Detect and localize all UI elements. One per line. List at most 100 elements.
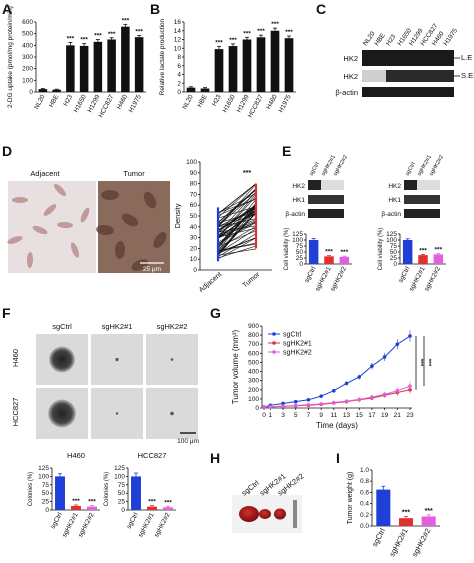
pair-line: [217, 225, 257, 233]
blot-lane-label: H1975: [442, 27, 459, 47]
tumor-sghk2-2: [274, 508, 286, 520]
data-point: [319, 394, 323, 398]
tissue-fiber: [57, 221, 73, 229]
e-right-label-actin: β-actin: [381, 211, 401, 218]
y-axis-label: Cell viability (%): [378, 228, 384, 271]
y-tick-label: 125: [38, 465, 49, 472]
legend-label: sgHK2#2: [283, 350, 312, 357]
x-tick-label: sgCtrl: [303, 265, 317, 284]
bar: [55, 476, 65, 510]
colony-row-hcc827: HCC827: [11, 398, 20, 427]
significance-label: ***: [72, 498, 80, 505]
x-tick-label: sgHK2#2: [153, 511, 172, 538]
data-point: [370, 395, 374, 399]
tissue-fiber: [32, 225, 48, 235]
pair-line: [217, 193, 257, 238]
bar: [324, 256, 334, 264]
bar: [66, 45, 75, 92]
colony-row-h460: H460: [11, 349, 20, 367]
y-tick-label: 100: [292, 237, 303, 244]
y-tick-label: 100: [22, 77, 33, 84]
e-blot-right-actin: [404, 209, 440, 218]
y-axis-label: Cell viability (%): [284, 228, 290, 271]
e-left-label-hk1: HK1: [292, 197, 305, 204]
y-tick-label: 25: [390, 255, 398, 262]
bar: [228, 46, 238, 92]
y-tick-label: 12: [174, 37, 182, 44]
colony: [49, 346, 75, 373]
data-point: [357, 397, 362, 402]
bar: [308, 240, 319, 264]
series-line: [263, 389, 411, 408]
ihc-image-adjacent: [8, 181, 96, 273]
legend-marker: [272, 332, 276, 336]
tissue-fiber: [7, 236, 23, 244]
panel-e-left-bar-chart: 0255075100125sgCtrl***sgHK2#1***sgHK2#2C…: [284, 228, 352, 293]
y-tick-label: 300: [22, 54, 33, 61]
y-tick-label: 8: [177, 54, 181, 61]
y-tick-label: 125: [386, 231, 397, 238]
e-left-label-hk2: HK2: [292, 183, 305, 190]
bar: [163, 507, 173, 510]
y-axis-label: Tumor weight (g): [347, 472, 354, 525]
significance-label: ***: [67, 35, 75, 42]
blot-beta-actin: [362, 87, 454, 97]
pair-line: [217, 237, 257, 260]
y-tick-label: 100: [114, 473, 125, 480]
x-tick-label: sgHK2#2: [410, 527, 432, 558]
x-tick-label: 17: [368, 412, 376, 419]
y-axis-label: 2-DG uptake (pmol/mg protein/min): [7, 6, 14, 108]
significance-label: ***: [417, 359, 424, 367]
e-right-label-hk1: HK1: [388, 197, 401, 204]
bar: [71, 505, 81, 510]
ihc-label-adjacent: Adjacent: [30, 169, 60, 178]
x-tick-label: 13: [343, 412, 351, 419]
y-tick-label: 0: [193, 267, 197, 274]
y-tick-label: 20: [190, 245, 198, 252]
ihc-scalebar: 25 μm: [143, 266, 161, 273]
y-tick-label: 500: [248, 359, 259, 366]
tissue-cluster: [96, 224, 114, 236]
y-axis-label: Colonies (%): [104, 472, 110, 506]
data-point: [281, 401, 285, 406]
x-tick-label: 19: [381, 412, 389, 419]
blot-hk2-long-exposure: [362, 50, 454, 66]
y-tick-label: 60: [190, 202, 198, 209]
significance-label: ***: [108, 31, 116, 38]
y-tick-label: 0: [121, 507, 125, 514]
panel-letter-a: A: [2, 1, 12, 17]
panel-d-density-plot: 0 10 20 30 40 50 60 70 80 90 100 *** Adjacent Tumor De…: [173, 159, 272, 294]
significance-label: ***: [94, 33, 102, 40]
x-tick-label: NL20: [33, 93, 47, 110]
colony: [170, 411, 174, 416]
y-tick-label: 6: [177, 63, 181, 70]
panel-c-western-blot: HK2 HK2 β-actin L.E S.E NL20HBEH23H1650H…: [335, 22, 473, 97]
tumor-sgctrl: [239, 506, 259, 522]
significance-label: ***: [285, 29, 293, 36]
blot-lane-label: sgCtrl: [405, 162, 417, 177]
panel-f-colony-images: sgCtrl sgHK2#1 sgHK2#2 H460 HCC827 100 μ…: [11, 322, 199, 445]
tissue-cluster: [131, 259, 149, 271]
bar: [256, 37, 266, 92]
x-tick-label: sgHK2#2: [77, 511, 96, 538]
y-tick-label: 125: [114, 465, 125, 472]
x-tick-label: HBE: [196, 93, 209, 109]
y-tick-label: 0: [393, 261, 397, 268]
panel-letter-f: F: [2, 305, 11, 321]
legend-label: sgCtrl: [283, 332, 302, 339]
colony-col-sghk2-2: sgHK2#2: [157, 322, 188, 331]
data-point: [382, 392, 387, 397]
y-axis-label: Density: [173, 203, 182, 228]
data-point: [357, 375, 362, 379]
y-tick-label: 0.0: [360, 523, 369, 530]
bar: [398, 518, 414, 526]
pair-line: [217, 193, 257, 214]
y-tick-label: 700: [248, 341, 259, 348]
y-tick-label: 2: [177, 80, 181, 87]
pair-line: [217, 212, 257, 238]
x-tick-label: sgCtrl: [370, 526, 387, 548]
bar: [131, 476, 141, 510]
tissue-fiber: [12, 197, 28, 203]
